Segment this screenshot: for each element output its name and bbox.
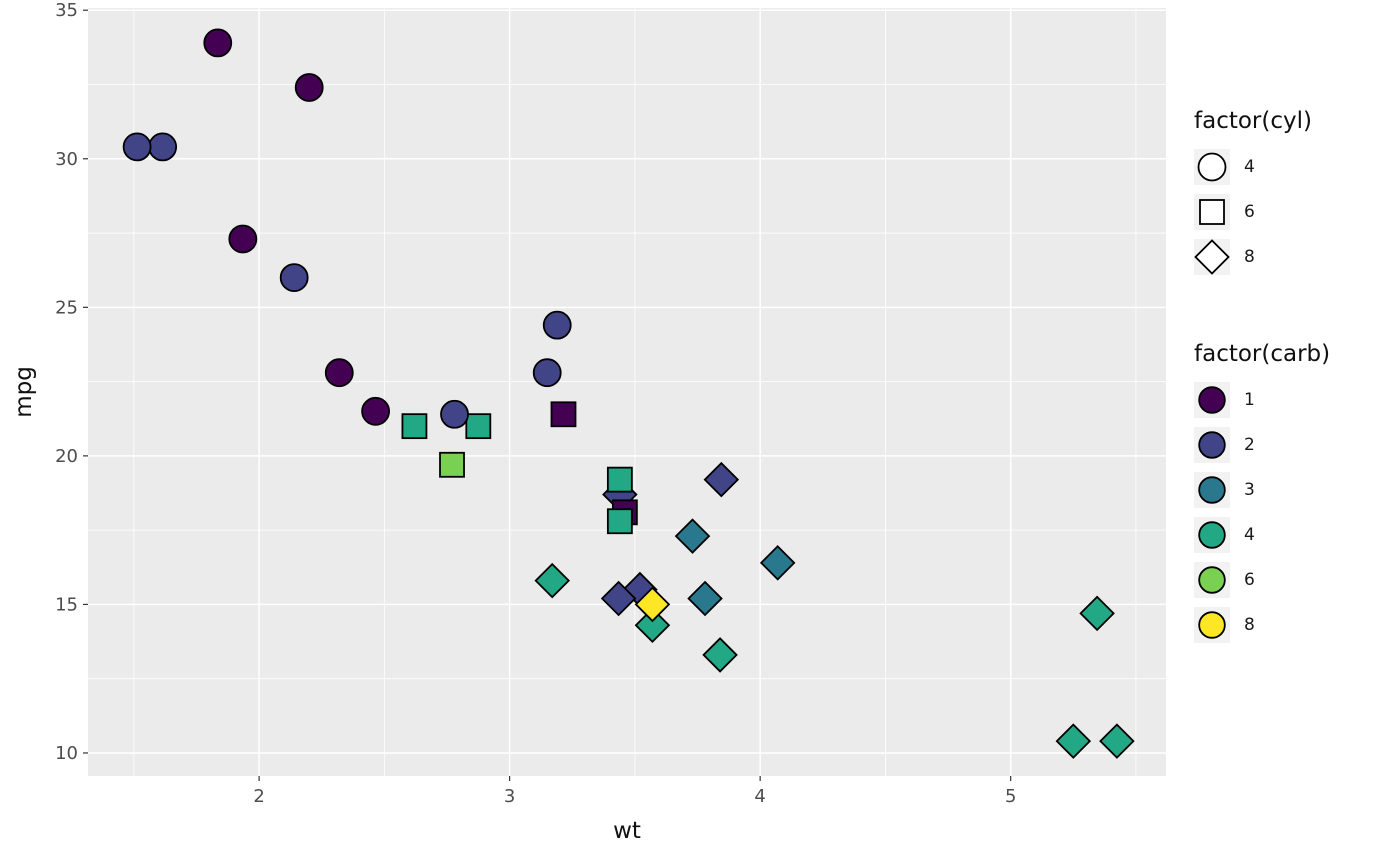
data-point-square	[401, 413, 428, 440]
x-tick-label: 3	[504, 786, 515, 807]
data-point-circle	[1197, 152, 1227, 181]
legend-entry-carb-1: 1	[1194, 377, 1394, 422]
legend-cyl: factor(cyl) 4 6 8	[1194, 108, 1394, 279]
y-tick-label: 15	[55, 594, 78, 615]
data-point-circle	[542, 310, 572, 340]
x-tick-label: 5	[1005, 786, 1016, 807]
legend-label: 8	[1244, 246, 1255, 267]
data-point-diamond	[674, 518, 711, 554]
legend-carb: factor(carb) 1 2 3 4 6 8	[1194, 341, 1394, 647]
data-point-diamond	[1194, 238, 1230, 275]
x-axis-title: wt	[613, 818, 641, 844]
data-point-circle	[1198, 610, 1226, 639]
legend-panel: factor(cyl) 4 6 8 factor(carb) 1 2 3 4 6 8	[1194, 108, 1394, 647]
data-point-circle	[1198, 430, 1226, 459]
data-point-circle	[1198, 385, 1226, 414]
x-tick-label: 2	[253, 786, 264, 807]
legend-label: 4	[1244, 156, 1255, 177]
y-tick-label: 10	[55, 743, 78, 764]
data-point-circle	[294, 73, 324, 102]
legend-key	[1194, 148, 1230, 185]
data-point-square	[606, 466, 633, 493]
legend-entry-carb-2: 2	[1194, 422, 1394, 467]
legend-label: 8	[1244, 614, 1255, 635]
data-point-circle	[440, 399, 469, 429]
diamond-key-icon	[1194, 238, 1230, 275]
legend-entry-cyl-6: 6	[1194, 189, 1394, 234]
legend-key	[1194, 561, 1230, 598]
circle-key-icon	[1198, 430, 1226, 459]
circle-key-icon	[1198, 565, 1226, 594]
legend-key	[1194, 516, 1230, 553]
y-tick-label: 30	[55, 149, 78, 170]
circle-key-icon	[1198, 475, 1226, 504]
data-point-circle	[532, 358, 562, 388]
data-point-diamond	[759, 545, 796, 581]
data-point-square	[439, 451, 465, 478]
legend-label: 6	[1244, 201, 1255, 222]
legend-key	[1194, 381, 1230, 418]
y-axis-title: mpg	[11, 366, 37, 418]
data-point-diamond	[600, 580, 637, 617]
data-point-circle	[148, 132, 178, 162]
data-point-circle	[324, 358, 354, 388]
legend-entry-carb-4: 4	[1194, 512, 1394, 557]
legend-carb-title: factor(carb)	[1194, 341, 1331, 367]
data-point-circle	[122, 132, 152, 162]
legend-carb-entries: 1 2 3 4 6 8	[1194, 377, 1394, 647]
legend-entry-carb-8: 8	[1194, 602, 1394, 647]
legend-cyl-title: factor(cyl)	[1194, 108, 1312, 134]
data-point-circle	[203, 28, 233, 58]
legend-key	[1194, 471, 1230, 508]
data-point-diamond	[534, 562, 570, 599]
data-point-diamond	[634, 607, 671, 643]
data-point-diamond	[634, 586, 671, 623]
legend-label: 4	[1244, 524, 1255, 545]
legend-entry-carb-6: 6	[1194, 557, 1394, 602]
data-point-diamond	[1055, 723, 1092, 759]
data-point-diamond	[1099, 723, 1135, 759]
legend-label: 1	[1244, 389, 1255, 410]
legend-entry-cyl-8: 8	[1194, 234, 1394, 279]
y-tick-label: 20	[55, 446, 78, 467]
circle-key-icon	[1198, 610, 1226, 639]
square-key-icon	[1199, 198, 1225, 225]
data-point-circle	[279, 263, 309, 293]
circle-key-icon	[1198, 385, 1226, 414]
legend-label: 6	[1244, 569, 1255, 590]
data-point-square	[1199, 198, 1225, 225]
data-point-circle	[361, 396, 391, 426]
data-point-diamond	[1079, 595, 1115, 632]
data-point-diamond	[702, 637, 738, 673]
legend-key	[1194, 193, 1230, 230]
y-tick-label: 35	[55, 0, 78, 21]
circle-key-icon	[1197, 152, 1227, 181]
y-tick-label: 25	[55, 297, 78, 318]
legend-key	[1194, 238, 1230, 275]
legend-label: 3	[1244, 479, 1255, 500]
legend-entry-cyl-4: 4	[1194, 144, 1394, 189]
data-point-circle	[1198, 520, 1226, 549]
circle-key-icon	[1198, 520, 1226, 549]
data-point-diamond	[703, 461, 740, 498]
data-point-circle	[1198, 565, 1226, 594]
legend-key	[1194, 606, 1230, 643]
legend-key	[1194, 426, 1230, 463]
data-point-square	[550, 401, 577, 428]
data-point-diamond	[687, 580, 723, 617]
data-point-square	[606, 508, 633, 535]
x-tick-label: 4	[754, 786, 765, 807]
legend-cyl-entries: 4 6 8	[1194, 144, 1394, 279]
legend-label: 2	[1244, 434, 1255, 455]
data-point-square	[465, 413, 492, 440]
data-point-circle	[1198, 475, 1226, 504]
data-point-circle	[228, 224, 258, 254]
legend-entry-carb-3: 3	[1194, 467, 1394, 512]
plot-panel	[88, 8, 1166, 776]
